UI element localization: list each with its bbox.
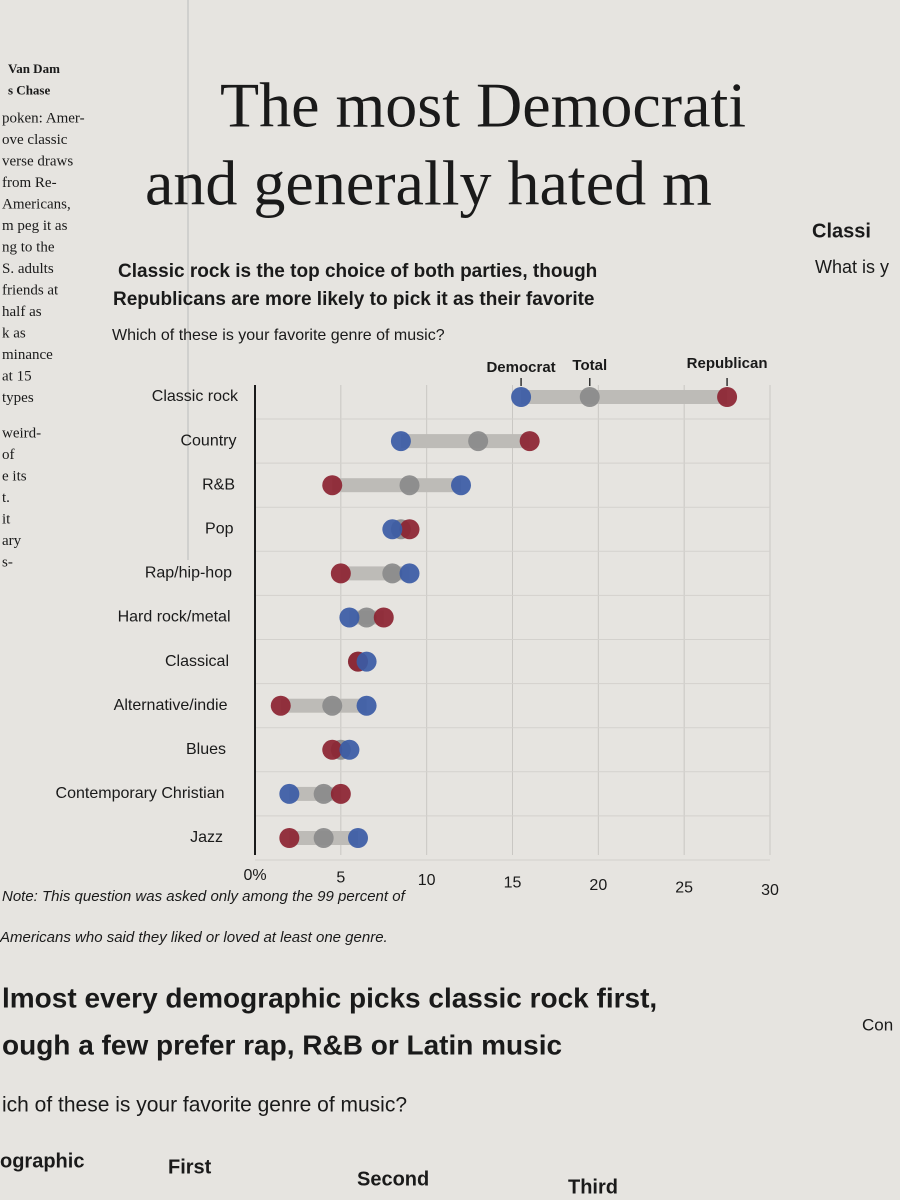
dot <box>313 783 334 804</box>
category-label: Blues <box>186 741 226 758</box>
sidebar-line: minance <box>2 347 53 363</box>
dot <box>399 563 420 584</box>
sidebar-line: ove classic <box>2 132 68 148</box>
category-label: R&B <box>202 476 235 493</box>
dot <box>279 828 300 848</box>
legend-label: Republican <box>687 355 768 372</box>
chart-title: Republicans are more likely to pick it a… <box>113 289 595 310</box>
range-bar <box>400 434 530 449</box>
dot <box>579 387 600 407</box>
sidebar-line: at 15 <box>2 368 32 384</box>
dot <box>382 563 403 584</box>
x-tick-label: 5 <box>336 870 345 887</box>
dot <box>399 475 420 496</box>
sidebar-line: Van Dam <box>8 61 60 76</box>
headline: and generally hated m <box>145 148 712 219</box>
dot <box>356 607 377 628</box>
dot <box>339 739 360 760</box>
dot <box>313 828 334 848</box>
section-subtitle: ich of these is your favorite genre of m… <box>2 1094 407 1117</box>
dot <box>322 695 343 716</box>
sidebar-line: m peg it as <box>2 218 68 234</box>
x-tick-label: 20 <box>589 877 607 894</box>
dot <box>390 431 411 452</box>
category-label: Rap/hip-hop <box>145 565 232 582</box>
dot <box>322 739 343 760</box>
sidebar-line: ary <box>2 533 22 549</box>
sidebar-line: from Re- <box>2 175 57 191</box>
sidebar-line: s- <box>2 554 13 570</box>
sidebar-line: k as <box>2 325 26 341</box>
dot <box>339 607 360 628</box>
dot <box>330 563 351 584</box>
x-tick-label: 0% <box>243 867 266 884</box>
note: Note: This question was asked only among… <box>2 888 407 905</box>
dot <box>279 783 300 804</box>
sidebar-line: it <box>2 511 11 527</box>
dot <box>468 431 489 452</box>
side-text: What is y <box>815 257 889 277</box>
sidebar-line: poken: Amer- <box>2 110 85 126</box>
sidebar-line: t. <box>2 490 10 506</box>
side-heading: Classi <box>812 220 871 242</box>
category-label: Pop <box>205 521 234 538</box>
category-label: Jazz <box>190 829 223 846</box>
dot <box>356 695 377 716</box>
category-label: Country <box>180 432 236 449</box>
chart-subtitle: Which of these is your favorite genre of… <box>112 327 445 344</box>
category-label: Contemporary Christian <box>56 785 225 802</box>
sidebar-line: half as <box>2 304 42 320</box>
sidebar-line: s Chase <box>8 82 50 97</box>
sidebar-line: verse draws <box>2 153 73 169</box>
sidebar: Van Dam s Chase poken: Amer-ove classic ver… <box>2 61 85 570</box>
dot <box>348 828 368 848</box>
sidebar-line: of <box>2 447 15 463</box>
chart: 0% 5 10 15 20 25 30 Classic rock Country R&B Pop Ra… <box>56 355 779 899</box>
dot <box>322 475 343 496</box>
column-header: ographic <box>0 1150 84 1172</box>
legend-label: Democrat <box>486 359 555 376</box>
dot <box>373 607 394 628</box>
dot <box>356 651 377 672</box>
headline: The most Democrati <box>220 70 746 141</box>
x-tick-label: 10 <box>418 872 436 889</box>
dot <box>330 783 351 804</box>
legend-label: Total <box>572 357 607 374</box>
sidebar-line: types <box>2 390 34 406</box>
column-header: Third <box>568 1176 618 1198</box>
chart-title: Classic rock is the top choice of both p… <box>118 261 597 282</box>
dot <box>519 431 540 452</box>
category-label: Hard rock/metal <box>118 609 231 626</box>
category-label: Classic rock <box>152 388 239 405</box>
note: Americans who said they liked or loved a… <box>0 929 388 946</box>
column-header: Second <box>357 1168 429 1190</box>
dot <box>717 387 738 407</box>
category-label: Alternative/indie <box>114 697 228 714</box>
section-title: lmost every demographic picks classic ro… <box>2 982 657 1013</box>
sidebar-line: ng to the <box>2 239 55 255</box>
side-text: Con <box>862 1015 893 1034</box>
x-tick-label: 25 <box>675 880 693 897</box>
column-header: First <box>168 1156 212 1178</box>
x-tick-label: 30 <box>761 882 779 899</box>
dot <box>382 519 403 540</box>
dot <box>270 695 291 716</box>
sidebar-line: weird- <box>2 425 41 441</box>
x-tick-label: 15 <box>504 875 522 892</box>
dot <box>451 475 471 496</box>
range-bar <box>332 478 461 493</box>
dot <box>399 519 420 540</box>
range-bar <box>521 390 728 404</box>
sidebar-line: S. adults <box>2 261 54 277</box>
category-label: Classical <box>165 653 229 670</box>
section-title: ough a few prefer rap, R&B or Latin musi… <box>2 1029 562 1060</box>
sidebar-line: Americans, <box>2 196 71 212</box>
sidebar-line: e its <box>2 468 27 484</box>
sidebar-line: friends at <box>2 282 59 298</box>
dot <box>511 387 532 407</box>
